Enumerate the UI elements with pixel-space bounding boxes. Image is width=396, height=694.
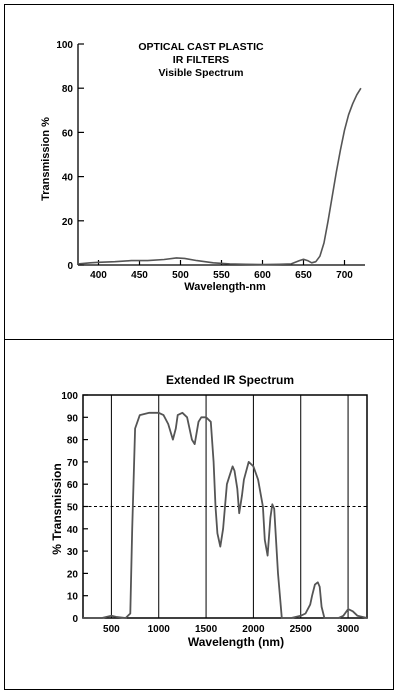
y-tick-label: 60 [67,480,79,491]
y-tick-label: 60 [62,128,74,139]
visible-spectrum-panel: OPTICAL CAST PLASTIC IR FILTERS Visible … [4,4,394,340]
chart-title-line-2: IR FILTERS [173,54,229,66]
x-tick-label: 550 [213,270,230,281]
y-tick-label: 20 [67,569,79,580]
extended-ir-chart: Extended IR Spectrum Wavelength (nm) % T… [50,373,368,649]
y-tick-label: 0 [72,614,78,625]
y-axis-label: Transmission % [40,117,52,201]
y-tick-label: 40 [67,525,79,536]
chart-title-line-1: OPTICAL CAST PLASTIC [138,41,264,53]
y-tick-label: 50 [67,503,79,514]
chart-title-line-3: Visible Spectrum [158,67,243,79]
x-tick-label: 600 [254,270,271,281]
y-tick-label: 80 [62,84,74,95]
y-tick-label: 100 [56,40,73,51]
x-axis-label: Wavelength-nm [184,281,266,293]
y-tick-label: 30 [67,547,79,558]
y-axis-label: % Transmission [50,463,64,554]
y-tick-label: 0 [67,261,73,272]
y-tick-label: 40 [62,173,74,184]
x-tick-label: 1500 [195,624,218,635]
x-tick-label: 700 [336,270,353,281]
visible-spectrum-chart: OPTICAL CAST PLASTIC IR FILTERS Visible … [40,40,365,293]
x-tick-label: 2500 [290,624,313,635]
y-tick-label: 10 [67,592,79,603]
x-axis-label: Wavelength (nm) [188,635,284,649]
extended-ir-panel: Extended IR Spectrum Wavelength (nm) % T… [4,339,394,690]
y-tick-label: 80 [67,436,79,447]
x-tick-label: 500 [172,270,189,281]
x-tick-label: 2000 [242,624,265,635]
x-tick-label: 650 [295,270,312,281]
x-tick-label: 400 [90,270,107,281]
y-tick-label: 100 [61,391,78,402]
y-tick-label: 90 [67,413,79,424]
transmission-series-line [83,411,368,619]
x-tick-label: 450 [131,270,148,281]
chart-title: Extended IR Spectrum [166,373,294,387]
x-tick-label: 3000 [337,624,360,635]
y-tick-label: 20 [62,217,74,228]
x-tick-label: 500 [103,624,120,635]
y-tick-label: 70 [67,458,79,469]
x-tick-label: 1000 [148,624,171,635]
transmission-series-line [77,87,362,266]
